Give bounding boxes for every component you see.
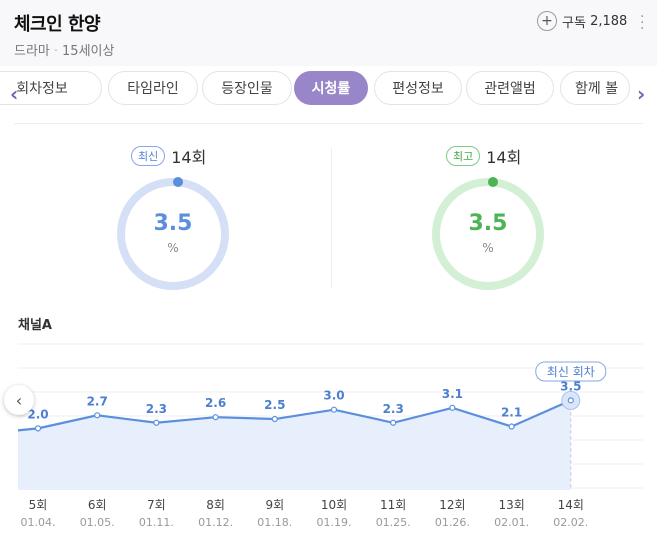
date-tick-label: 01.18. bbox=[257, 516, 292, 529]
date-tick-label: 01.11. bbox=[139, 516, 174, 529]
more-options-icon[interactable]: · · · bbox=[640, 9, 645, 37]
episode-tick-label: 6회 bbox=[88, 498, 107, 512]
highest-gauge-ring bbox=[432, 177, 544, 290]
highest-rating-value: 3.5 bbox=[468, 211, 508, 236]
highest-rating-gauge: 3.5 % bbox=[429, 175, 547, 293]
highest-badge: 최고 bbox=[446, 146, 481, 166]
latest-episode: 14회 bbox=[171, 148, 207, 167]
episode-tick-label: 10회 bbox=[321, 498, 347, 512]
program-meta: 드라마 · 15세이상 bbox=[14, 40, 114, 59]
value-label: 3.1 bbox=[442, 387, 463, 401]
date-tick-label: 01.19. bbox=[317, 516, 352, 529]
latest-rating-unit: % bbox=[167, 241, 179, 255]
episode-tick-label: 9회 bbox=[265, 498, 284, 512]
latest-gauge-ring bbox=[117, 177, 229, 290]
data-point bbox=[330, 406, 338, 413]
highest-gauge-marker bbox=[488, 177, 498, 187]
data-point bbox=[390, 419, 397, 426]
plus-icon: + bbox=[537, 11, 557, 31]
date-tick-label: 01.25. bbox=[376, 516, 411, 529]
age-rating-text: 15세이상 bbox=[62, 44, 115, 59]
tabs-prev-icon[interactable]: ‹ bbox=[10, 82, 19, 106]
channel-label: 채널A bbox=[18, 318, 52, 333]
data-point bbox=[508, 423, 515, 430]
meta-separator: · bbox=[53, 44, 59, 59]
latest-badge: 최신 bbox=[131, 146, 166, 166]
value-label: 3.5 bbox=[560, 379, 581, 393]
latest-label: 최신 14회 bbox=[131, 144, 206, 168]
highest-rating-unit: % bbox=[482, 241, 494, 255]
chart-prev-button[interactable]: ‹ bbox=[4, 385, 34, 415]
data-point bbox=[94, 412, 101, 419]
latest-gauge-marker bbox=[173, 177, 183, 187]
date-tick-label: 01.12. bbox=[198, 516, 233, 529]
date-tick-label: 01.04. bbox=[21, 516, 56, 529]
ratings-line-chart: 2.0 5회 01.04. 2.7 6회 01.05. 2.3 7회 01.11. 2.6 8회 01… bbox=[17, 343, 643, 529]
tab-characters[interactable]: 등장인물 bbox=[202, 71, 292, 105]
program-header: 체크인 한양 드라마 · 15세이상 + 구독 2,188 · · · bbox=[0, 0, 657, 66]
genre-text: 드라마 bbox=[14, 44, 50, 59]
tab-timeline[interactable]: 타임라인 bbox=[108, 71, 198, 105]
value-label: 2.1 bbox=[501, 406, 522, 420]
date-tick-label: 02.01. bbox=[494, 516, 529, 529]
value-label: 2.0 bbox=[27, 407, 48, 421]
highest-episode: 14회 bbox=[486, 148, 522, 167]
subscribe-count: 2,188 bbox=[590, 13, 628, 29]
data-point bbox=[212, 414, 219, 421]
data-point bbox=[449, 404, 456, 411]
latest-rating-gauge: 3.5 % bbox=[114, 175, 232, 293]
episode-tick-label: 7회 bbox=[147, 498, 166, 512]
data-point bbox=[271, 415, 278, 423]
episode-tick-label: 5회 bbox=[29, 498, 48, 512]
value-label: 3.0 bbox=[323, 389, 344, 403]
tab-ratings[interactable]: 시청률 bbox=[294, 71, 368, 105]
tab-schedule[interactable]: 편성정보 bbox=[374, 71, 462, 105]
data-point bbox=[567, 397, 574, 404]
value-label: 2.3 bbox=[383, 402, 404, 416]
subscribe-label: 구독 bbox=[562, 15, 586, 31]
tab-watch-together[interactable]: 함께 볼 bbox=[560, 71, 630, 105]
latest-tooltip-box bbox=[535, 361, 607, 382]
latest-tooltip-text: 최신 회차 bbox=[547, 365, 595, 379]
date-tick-label: 01.05. bbox=[80, 516, 115, 529]
value-label: 2.7 bbox=[87, 394, 108, 408]
episode-tick-label: 11회 bbox=[380, 498, 406, 512]
tab-episode-info[interactable]: 회차정보 bbox=[0, 71, 102, 105]
value-label: 2.5 bbox=[264, 398, 285, 412]
highest-label: 최고 14회 bbox=[446, 144, 521, 168]
divider bbox=[14, 123, 643, 124]
chevron-left-icon: ‹ bbox=[15, 390, 23, 410]
episode-tick-label: 14회 bbox=[558, 498, 584, 512]
tab-related-albums[interactable]: 관련앨범 bbox=[466, 71, 554, 105]
value-label: 2.6 bbox=[205, 396, 226, 410]
date-tick-label: 02.02. bbox=[553, 516, 588, 529]
episode-tick-label: 13회 bbox=[498, 498, 524, 512]
latest-rating-value: 3.5 bbox=[153, 211, 193, 236]
data-point bbox=[153, 419, 160, 426]
episode-tick-label: 8회 bbox=[206, 498, 225, 512]
date-tick-label: 01.26. bbox=[435, 516, 470, 529]
tab-bar: 회차정보 타임라인 등장인물 시청률 편성정보 관련앨범 함께 볼 bbox=[0, 68, 657, 112]
value-label: 2.3 bbox=[146, 402, 167, 416]
area-fill bbox=[18, 400, 571, 490]
tabs-next-icon[interactable]: › bbox=[637, 82, 646, 106]
episode-tick-label: 12회 bbox=[439, 498, 465, 512]
subscribe-button[interactable]: + 구독 2,188 bbox=[537, 11, 627, 31]
data-point bbox=[34, 425, 42, 432]
program-title: 체크인 한양 bbox=[14, 14, 101, 35]
gauge-divider bbox=[331, 148, 332, 288]
